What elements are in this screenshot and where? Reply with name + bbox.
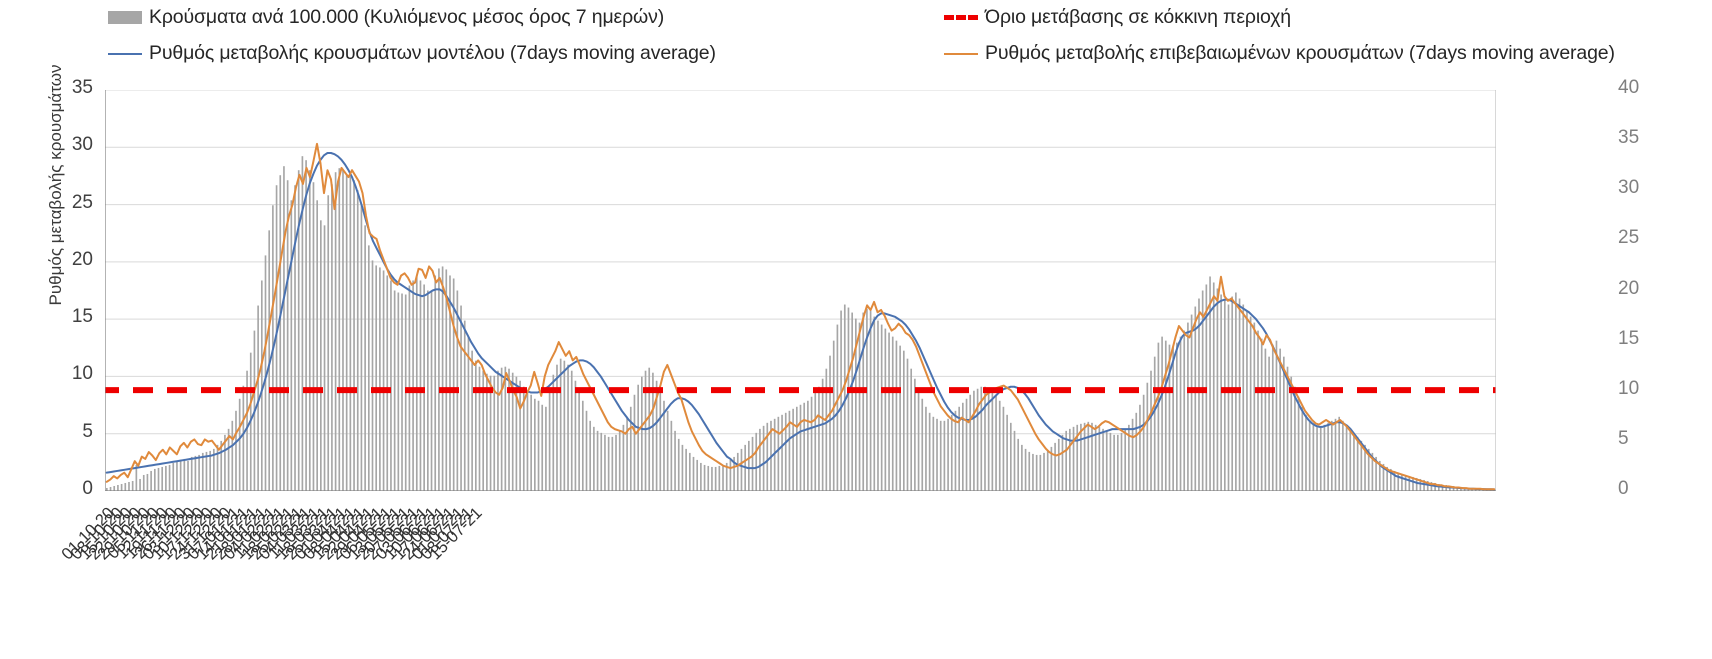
y-axis-left-tick: 5 bbox=[82, 420, 93, 442]
bar-series bbox=[106, 156, 1495, 491]
y-axis-right-tick: 30 bbox=[1618, 177, 1640, 199]
legend-item-model-rate[interactable]: Ρυθμός μεταβολής κρουσμάτων μοντέλου (7d… bbox=[108, 42, 716, 65]
y-axis-left-tick: 10 bbox=[71, 363, 93, 385]
legend-label-model-rate: Ρυθμός μεταβολής κρουσμάτων μοντέλου (7d… bbox=[149, 42, 716, 64]
chart-svg bbox=[105, 90, 1496, 491]
line-swatch-icon bbox=[108, 52, 142, 55]
legend-item-red-threshold[interactable]: Όριο μετάβασης σε κόκκινη περιοχή bbox=[944, 6, 1291, 29]
y-axis-left-tick: 35 bbox=[71, 77, 93, 98]
y-axis-left-tick: 15 bbox=[71, 306, 93, 328]
y-axis-right-tick: 10 bbox=[1618, 377, 1640, 399]
legend-label-confirmed-rate: Ρυθμός μεταβολής επιβεβαιωμένων κρουσμάτ… bbox=[985, 42, 1615, 64]
line-series bbox=[105, 152, 1496, 491]
dashed-line-swatch-icon bbox=[944, 15, 978, 20]
y-axis-right-tick: 15 bbox=[1618, 327, 1640, 349]
y-axis-right-tick: 0 bbox=[1618, 478, 1629, 499]
line-swatch-icon bbox=[944, 52, 978, 55]
line-series bbox=[105, 142, 1496, 491]
y-axis-left-tick: 0 bbox=[82, 478, 93, 499]
y-axis-right-tick: 20 bbox=[1618, 277, 1640, 299]
chart-plot-area bbox=[105, 90, 1496, 491]
bar-swatch-icon bbox=[108, 11, 142, 24]
y-axis-left-tick: 30 bbox=[71, 134, 93, 156]
y-axis-right-tick: 25 bbox=[1618, 227, 1640, 249]
legend-label-cases-bars: Κρούσματα ανά 100.000 (Κυλιόμενος μέσος … bbox=[149, 6, 665, 28]
y-axis-left-tick: 20 bbox=[71, 248, 93, 270]
y-axis-right-tick: 35 bbox=[1618, 127, 1640, 149]
y-axis-right-tick: 40 bbox=[1618, 77, 1640, 98]
legend-label-red-threshold: Όριο μετάβασης σε κόκκινη περιοχή bbox=[985, 6, 1291, 28]
legend-item-confirmed-rate[interactable]: Ρυθμός μεταβολής επιβεβαιωμένων κρουσμάτ… bbox=[944, 42, 1615, 65]
y-axis-left-tick: 25 bbox=[71, 191, 93, 213]
legend-item-cases-bars[interactable]: Κρούσματα ανά 100.000 (Κυλιόμενος μέσος … bbox=[108, 6, 664, 29]
y-axis-right-tick: 5 bbox=[1618, 427, 1629, 449]
chart-legend: Κρούσματα ανά 100.000 (Κυλιόμενος μέσος … bbox=[0, 0, 1712, 76]
